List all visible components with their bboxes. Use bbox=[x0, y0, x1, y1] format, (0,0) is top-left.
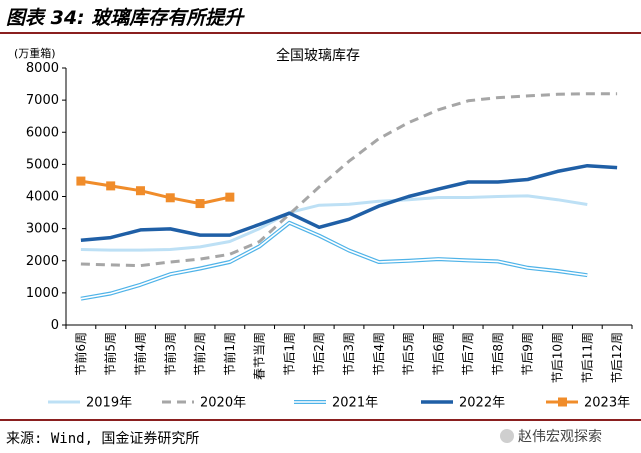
watermark: 赵伟宏观探索 bbox=[500, 426, 602, 446]
x-tick-label: 节后6周 bbox=[431, 332, 445, 376]
series-2019-line bbox=[80, 194, 588, 252]
series-2023-point bbox=[195, 199, 205, 209]
x-tick-label: 节前6周 bbox=[73, 332, 88, 376]
x-tick-label: 节后9周 bbox=[521, 332, 535, 376]
series-2022-line bbox=[80, 163, 618, 242]
plot-area bbox=[76, 92, 618, 301]
y-tick-label: 3000 bbox=[26, 222, 59, 237]
y-tick-label: 8000 bbox=[26, 61, 59, 76]
x-tick-label: 节后5周 bbox=[402, 332, 416, 376]
x-tick-label: 节后1周 bbox=[282, 332, 296, 376]
footer-divider bbox=[0, 419, 641, 421]
x-tick-label: 节前4周 bbox=[132, 332, 147, 376]
y-tick-label: 4000 bbox=[26, 190, 59, 205]
x-tick-label: 节后8周 bbox=[491, 332, 505, 376]
figure-title: 图表 34: 玻璃库存有所提升 bbox=[6, 7, 244, 29]
y-tick-label: 0 bbox=[51, 318, 59, 333]
series-2023-point bbox=[165, 193, 175, 203]
legend-item: 2020年 bbox=[162, 396, 246, 411]
chart-title: 全国玻璃库存 bbox=[276, 47, 360, 64]
legend-label: 2023年 bbox=[584, 396, 630, 411]
x-tick-label: 节前5周 bbox=[103, 332, 118, 376]
x-tick-label: 节后10周 bbox=[551, 332, 565, 383]
watermark-text: 赵伟宏观探索 bbox=[518, 429, 602, 445]
x-tick-label: 节后4周 bbox=[372, 332, 386, 376]
legend-marker bbox=[558, 397, 567, 407]
source-note: 来源: Wind, 国金证券研究所 bbox=[6, 431, 200, 447]
x-tick-label: 节后2周 bbox=[312, 332, 326, 376]
axes: 0 1000 2000 3000 4000 5000 6000 7000 8000 节前6周 节前5… bbox=[26, 61, 633, 383]
series-2023-point bbox=[76, 176, 86, 186]
x-tick-label: 节后12周 bbox=[610, 332, 624, 383]
series-2021-line bbox=[80, 220, 588, 301]
x-tick-label: 节前1周 bbox=[222, 332, 237, 376]
y-unit-label: (万重箱) bbox=[14, 46, 56, 60]
series-2023-point bbox=[135, 186, 145, 196]
x-tick-label: 节前2周 bbox=[192, 332, 207, 376]
legend-label: 2019年 bbox=[86, 396, 132, 411]
y-tick-label: 6000 bbox=[26, 125, 59, 140]
title-divider bbox=[0, 32, 641, 34]
legend: 2019年 2020年 2021年 2022年 2023年 bbox=[48, 396, 630, 411]
legend-item: 2022年 bbox=[421, 396, 505, 411]
x-tick-label: 节后7周 bbox=[461, 332, 475, 376]
x-tick-label: 春节当周 bbox=[253, 332, 267, 380]
legend-item: 2021年 bbox=[294, 396, 378, 411]
x-tick-label: 节前3周 bbox=[162, 332, 177, 376]
legend-label: 2022年 bbox=[459, 396, 505, 411]
series-2023-point bbox=[106, 181, 116, 191]
x-tick-label: 节后11周 bbox=[580, 332, 594, 383]
series-2020-line bbox=[80, 92, 618, 268]
legend-label: 2020年 bbox=[200, 396, 246, 411]
wechat-icon bbox=[500, 429, 514, 443]
series-2023-point bbox=[225, 192, 235, 202]
y-tick-label: 2000 bbox=[26, 254, 59, 269]
legend-item: 2023年 bbox=[546, 396, 630, 411]
x-tick-label: 节后3周 bbox=[342, 332, 356, 376]
y-tick-label: 5000 bbox=[26, 157, 59, 172]
legend-label: 2021年 bbox=[332, 396, 378, 411]
y-tick-label: 7000 bbox=[26, 93, 59, 108]
series-2023-line bbox=[80, 179, 231, 206]
y-tick-label: 1000 bbox=[26, 286, 59, 301]
legend-item: 2019年 bbox=[48, 396, 132, 411]
series-2021-line-inner bbox=[80, 222, 588, 300]
